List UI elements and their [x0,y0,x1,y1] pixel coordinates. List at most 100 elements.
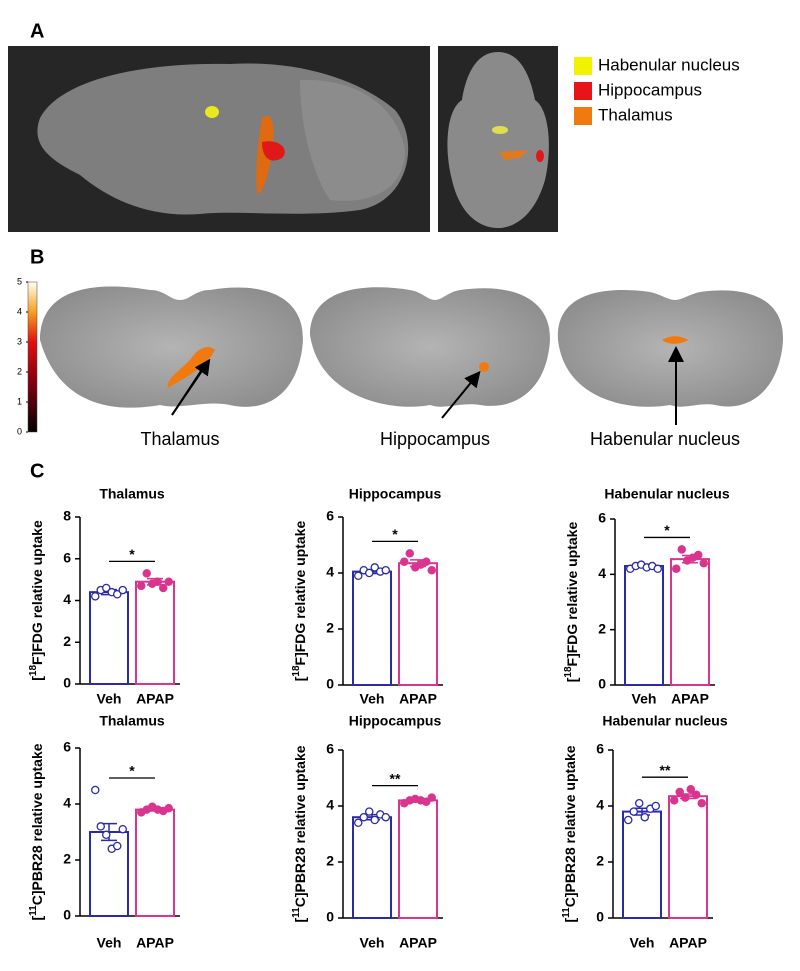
significance: * [129,546,135,562]
y-axis-label-part: 18 [291,665,302,677]
y-axis-label-part: 11 [28,905,39,916]
annotation: Hippocampus [380,429,490,449]
y-tick-label: 0 [326,676,334,692]
y-axis-label-part: C]PBR28 relative uptake [292,745,308,907]
y-tick-label: 6 [596,741,604,757]
chart-title: Habenular nucleus [602,713,727,729]
y-axis-label: [11C]PBR28 relative uptake [291,745,308,922]
data-point [118,824,128,834]
data-point [136,581,146,591]
y-tick-label: 6 [598,510,606,526]
data-point [421,557,431,567]
y-tick-label: 2 [326,620,334,636]
y-axis-label-part: 18 [563,666,574,678]
y-tick-label: 6 [326,508,334,524]
data-point [353,818,363,828]
y-tick-label: 4 [596,797,604,813]
x-tick-label: Veh [630,935,655,951]
data-point [670,796,679,805]
chart-title: Thalamus [99,713,165,729]
y-tick-label: 4 [63,591,71,607]
y-axis-label-part: F]FDG relative uptake [29,520,45,665]
x-tick-label: APAP [136,691,174,707]
y-tick-label: 2 [596,853,604,869]
x-tick-label: Veh [360,691,385,707]
y-tick-label: 4 [326,797,334,813]
data-point [118,585,128,595]
legend-swatch [574,107,592,125]
x-tick-label: Veh [97,691,122,707]
y-axis-label-part: [ [29,676,45,681]
data-point [364,807,374,816]
y-tick-label: 0 [598,676,606,692]
y-axis-label-part: F]FDG relative uptake [564,522,580,667]
y-axis-label-part: C]PBR28 relative uptake [29,743,45,905]
data-point [399,557,409,567]
chart-title: Hippocampus [349,713,442,729]
data-point [699,559,709,568]
bar [89,591,129,686]
y-tick-label: 2 [63,851,71,867]
legend-label: Habenular nucleus [598,55,740,74]
x-tick-label: APAP [399,935,437,951]
significance: * [664,522,670,538]
data-point [681,793,690,802]
y-axis-label: [18F]FDG relative uptake [291,521,308,682]
bar [135,580,175,686]
bar [352,570,392,686]
chart-title: Thalamus [99,486,165,502]
y-axis-label-part: 11 [561,907,572,918]
data-point [694,550,703,560]
significance: * [392,526,398,542]
colorbar-tick-label: 1 [17,396,22,406]
significance: * [129,763,135,779]
data-point [102,830,111,840]
bar [668,795,708,920]
y-tick-label: 0 [63,907,71,923]
sagittal-image [8,46,430,232]
data-point [381,812,390,822]
y-tick-label: 2 [326,853,334,869]
bar [352,816,392,920]
y-axis-label-part: [ [562,918,578,923]
data-point [692,790,701,800]
x-tick-label: Veh [632,691,657,707]
bar [624,565,664,686]
data-point [153,577,162,586]
y-tick-label: 0 [63,675,71,691]
bar [398,799,438,920]
y-tick-label: 2 [63,633,71,649]
colorbar-tick-label: 0 [17,426,22,436]
y-axis-label-part: [ [564,677,580,682]
data-point [405,549,414,558]
bar [622,810,662,919]
data-point [635,798,644,808]
data-point [686,784,696,794]
y-tick-label: 0 [326,909,334,925]
panel-label: A [30,20,44,42]
bar [398,562,438,687]
data-point [370,815,379,825]
x-tick-label: APAP [136,935,174,951]
y-tick-label: 6 [63,739,71,755]
colorbar-tick-label: 2 [17,366,22,376]
x-tick-label: Veh [97,935,122,951]
data-point [113,841,122,851]
y-axis-label: [18F]FDG relative uptake [563,522,580,683]
y-axis-label-part: [ [29,916,45,921]
data-point [651,801,661,811]
data-point [158,583,168,593]
significance: ** [660,762,671,778]
x-tick-label: APAP [671,691,709,707]
significance: ** [390,770,401,786]
data-point [653,564,663,574]
annotation: Thalamus [140,429,219,449]
data-point [164,577,173,586]
y-tick-label: 6 [63,549,71,565]
y-axis-label: [11C]PBR28 relative uptake [28,743,45,920]
x-tick-label: APAP [399,691,437,707]
y-axis-label-part: [ [292,676,308,681]
x-tick-label: Veh [360,935,385,951]
colorbar-tick-label: 3 [17,336,22,346]
